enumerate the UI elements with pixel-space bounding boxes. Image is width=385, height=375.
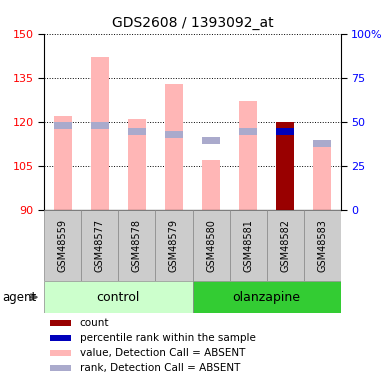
Text: value, Detection Call = ABSENT: value, Detection Call = ABSENT [80, 348, 245, 358]
Bar [202, 160, 220, 210]
Bar [192, 210, 229, 281]
Text: GSM48559: GSM48559 [58, 219, 68, 272]
Bar [90, 57, 109, 210]
Text: GSM48581: GSM48581 [243, 219, 253, 272]
Bar [54, 116, 72, 210]
Text: control: control [97, 291, 140, 304]
Bar [50, 350, 71, 355]
Bar [128, 119, 146, 210]
Text: GSM48582: GSM48582 [280, 219, 290, 272]
Text: count: count [80, 318, 109, 328]
Bar [50, 320, 71, 326]
Bar [239, 101, 257, 210]
Bar [313, 142, 331, 210]
Text: GSM48579: GSM48579 [169, 219, 179, 272]
Bar [128, 128, 146, 135]
Bar [165, 84, 183, 210]
Text: GSM48577: GSM48577 [95, 219, 105, 272]
Bar [276, 122, 295, 210]
Bar [44, 281, 192, 313]
Bar [192, 281, 341, 313]
Bar [50, 335, 71, 340]
Text: agent: agent [2, 291, 36, 304]
Bar [276, 136, 295, 144]
Bar [50, 365, 71, 370]
Bar [81, 210, 119, 281]
Bar [313, 140, 331, 147]
Text: percentile rank within the sample: percentile rank within the sample [80, 333, 256, 343]
Text: GSM48583: GSM48583 [317, 219, 327, 272]
Bar [304, 210, 341, 281]
Bar [276, 128, 295, 135]
Bar [165, 131, 183, 138]
Bar [44, 210, 81, 281]
Text: rank, Detection Call = ABSENT: rank, Detection Call = ABSENT [80, 363, 240, 373]
Bar [229, 210, 266, 281]
Text: GSM48578: GSM48578 [132, 219, 142, 272]
Bar [276, 142, 295, 210]
Title: GDS2608 / 1393092_at: GDS2608 / 1393092_at [112, 16, 273, 30]
Bar [156, 210, 192, 281]
Bar [267, 210, 304, 281]
Bar [119, 210, 156, 281]
Text: olanzapine: olanzapine [233, 291, 301, 304]
Bar [90, 122, 109, 129]
Text: GSM48580: GSM48580 [206, 219, 216, 272]
Bar [202, 136, 220, 144]
Bar [239, 128, 257, 135]
Bar [54, 122, 72, 129]
